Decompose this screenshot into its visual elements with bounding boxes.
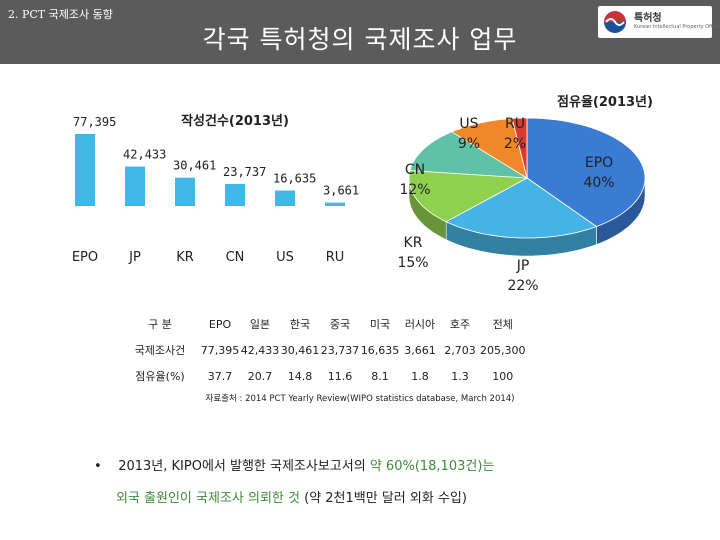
table-cell: 77,395 — [200, 343, 240, 357]
pie-slice-ru — [511, 117, 528, 179]
note-line1-prefix: 2013년, KIPO에서 발행한 국제조사보고서의 — [118, 459, 370, 474]
kipo-emblem-icon — [604, 11, 626, 33]
pie-pct-kr: 15% — [397, 255, 428, 271]
bar-value-label: 77,395 — [73, 115, 116, 129]
pie-chart: 점유율(2013년) EPO 40% JP 22% KR 15% CN 12% US 9% RU 2% — [397, 94, 653, 294]
table-cell: 100 — [492, 369, 514, 383]
table-header-cell: 러시아 — [404, 318, 436, 331]
bar-chart-title: 작성건수(2013년) — [181, 113, 289, 129]
table-cell: 11.6 — [327, 369, 353, 383]
table-header-cell: 일본 — [249, 318, 271, 331]
bar-category-label: RU — [326, 250, 345, 265]
pie-label-kr: KR — [404, 235, 423, 251]
source-note: 자료출처 : 2014 PCT Yearly Review(WIPO stati… — [205, 394, 515, 404]
bar-category-label: JP — [128, 250, 141, 265]
pie-slice-epo — [526, 117, 646, 227]
table-cell: 3,661 — [404, 343, 436, 357]
bar-ru — [325, 202, 345, 206]
table-row: 국제조사건 77,395 42,433 30,461 23,737 16,635… — [120, 337, 526, 363]
table-header-cell: 전체 — [492, 318, 513, 331]
bar-jp — [125, 166, 145, 206]
table-cell: 37.7 — [207, 369, 233, 383]
table-header-cell: 한국 — [289, 318, 311, 331]
kipo-logo: 특허청 Korean Intellectual Property Office — [598, 6, 720, 38]
bar-category-label: EPO — [72, 250, 98, 265]
table-cell: 30,461 — [280, 343, 320, 357]
bar-value-label: 42,433 — [123, 148, 166, 162]
pie-pct-epo: 40% — [583, 175, 614, 191]
page-title: 각국 특허청의 국제조사 업무 — [202, 25, 518, 54]
table-cell: 20.7 — [247, 369, 273, 383]
bar-kr — [175, 177, 195, 206]
logo-subtitle: Korean Intellectual Property Office — [634, 24, 720, 30]
table-header-cell: 구 분 — [148, 318, 172, 331]
pie-slice-jp — [445, 177, 598, 239]
pie-label-jp: JP — [516, 258, 530, 274]
data-table: 구 분 EPO 일본 한국 중국 미국 러시아 호주 전체 국제조사건 77,3… — [120, 311, 526, 389]
bar-category-label: KR — [176, 250, 194, 265]
table-row-label: 국제조사건 — [134, 344, 186, 357]
bar-category-label: US — [276, 250, 294, 265]
bar-chart: 작성건수(2013년) 77,395 EPO 42,433 JP 30,461 KR 23,… — [72, 113, 359, 265]
table-header-cell: 호주 — [449, 318, 471, 331]
pie-pct-jp: 22% — [507, 278, 538, 294]
logo-name: 특허청 — [634, 13, 662, 24]
bar-value-label: 23,737 — [223, 165, 266, 179]
bar-value-label: 3,661 — [323, 184, 359, 198]
table-cell: 1.3 — [451, 369, 469, 383]
table-header-row: 구 분 EPO 일본 한국 중국 미국 러시아 호주 전체 — [120, 311, 526, 337]
header-bar: 2. PCT 국제조사 동향 각국 특허청의 국제조사 업무 특허청 Korea… — [0, 0, 720, 64]
pie-slice-us — [450, 118, 528, 179]
bar-cn — [225, 183, 245, 206]
note-line-2: 외국 출원인이 국제조사 의뢰한 것 (약 2천1백만 달러 외화 수입) — [116, 487, 467, 506]
pie-label-us: US — [459, 116, 478, 132]
bar-us — [275, 190, 295, 206]
pie-slice-kr — [408, 170, 529, 223]
bar-value-label: 16,635 — [273, 172, 316, 186]
table-header-cell: EPO — [208, 317, 232, 331]
table-cell: 14.8 — [287, 369, 313, 383]
table-cell: 8.1 — [371, 369, 389, 383]
note-line-1: • 2013년, KIPO에서 발행한 국제조사보고서의 약 60%(18,10… — [94, 455, 494, 474]
pie-pct-us: 9% — [458, 136, 480, 152]
bar-category-label: CN — [226, 250, 245, 265]
table-cell: 1.8 — [411, 369, 429, 383]
table-row-label: 점유율(%) — [135, 370, 185, 383]
pie-label-epo: EPO — [585, 155, 613, 171]
charts-area: 작성건수(2013년) 77,395 EPO 42,433 JP 30,461 KR 23,… — [72, 94, 653, 294]
section-label: 2. PCT 국제조사 동향 — [8, 8, 113, 21]
bar-epo — [75, 134, 95, 206]
bar-value-label: 30,461 — [173, 159, 216, 173]
pie-chart-title: 점유율(2013년) — [557, 94, 653, 110]
table-cell: 23,737 — [320, 343, 360, 357]
pie-pct-cn: 12% — [399, 182, 430, 198]
table-header-cell: 중국 — [329, 318, 351, 331]
table-row: 점유율(%) 37.7 20.7 14.8 11.6 8.1 1.8 1.3 1… — [120, 363, 526, 389]
table-cell: 2,703 — [444, 343, 476, 357]
table-cell: 205,300 — [480, 343, 526, 357]
pie-pct-ru: 2% — [504, 136, 526, 152]
note-line1-highlight: 약 60%(18,103건)는 — [369, 459, 495, 474]
note-line2-suffix: (약 2천1백만 달러 외화 수입) — [299, 491, 467, 506]
pie-label-ru: RU — [505, 116, 525, 132]
pie-label-cn: CN — [405, 162, 425, 178]
note-line2-highlight: 외국 출원인이 국제조사 의뢰한 것 — [116, 491, 300, 506]
table-header-cell: 미국 — [369, 318, 391, 331]
table-cell: 16,635 — [360, 343, 400, 357]
pie-slice-cn — [409, 131, 528, 179]
bullet-icon: • — [94, 459, 102, 474]
table-cell: 42,433 — [240, 343, 280, 357]
